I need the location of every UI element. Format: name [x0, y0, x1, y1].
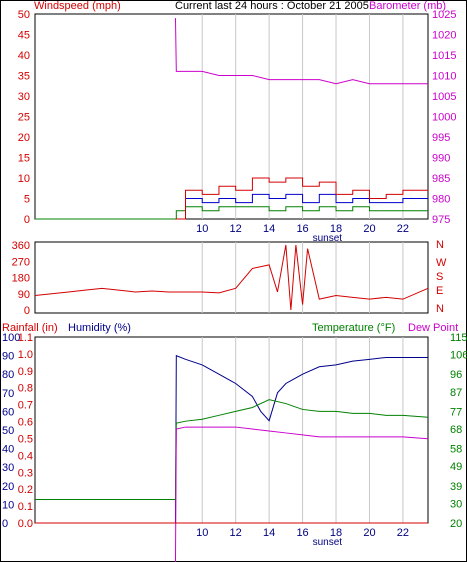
humidity-y-tick-10: 100: [2, 332, 20, 344]
humidity-y-tick-8: 80: [2, 369, 14, 381]
barometer-label: Barometer (mb): [369, 0, 447, 12]
wind-y-tick-5: 25: [18, 112, 30, 124]
humidity-sunset-label: sunset: [313, 537, 343, 548]
dewpoint-label: Dew Point: [408, 322, 459, 334]
temp-y-tick-4: 58: [450, 444, 462, 456]
series-barometer-line: [174, 18, 428, 85]
temp-y-tick-1: 30: [450, 498, 462, 510]
wind-y-tick-0: 0: [24, 214, 30, 226]
rain-y-tick-9: 0.9: [18, 366, 33, 378]
rain-y-tick-3: 0.3: [18, 467, 33, 479]
temp-y-tick-0: 20: [450, 518, 462, 530]
wind-y-tick-7: 35: [18, 71, 30, 83]
wind-x-tick-2: 14: [263, 223, 275, 235]
wind-y-tick-2: 10: [18, 173, 30, 185]
wind-panel-frame: [34, 13, 429, 220]
humidity-y-tick-9: 90: [2, 351, 14, 363]
barometer-y-tick-0: 975: [432, 214, 450, 226]
series-dewpoint-line: [174, 426, 429, 562]
rain-y-tick-1: 0.1: [18, 501, 33, 513]
temp-y-tick-3: 49: [450, 461, 462, 473]
compass-label-0: N: [436, 239, 444, 251]
temp-y-tick-8: 96: [450, 369, 462, 381]
barometer-y-tick-3: 990: [432, 153, 450, 165]
temp-y-tick-6: 77: [450, 406, 462, 418]
wind-x-tick-6: 22: [397, 223, 409, 235]
rain-y-tick-10: 1.0: [18, 349, 33, 361]
direction-y-tick-2: 180: [12, 273, 30, 285]
chart-title: Current last 24 hours : October 21 2005: [175, 0, 369, 12]
temp-y-tick-9: 106: [450, 350, 467, 362]
humidity-y-tick-7: 70: [2, 388, 14, 400]
wind-y-tick-10: 50: [18, 9, 30, 21]
wind-x-tick-3: 16: [296, 223, 308, 235]
wind-sunset-label: sunset: [313, 233, 343, 244]
wind-y-tick-8: 40: [18, 50, 30, 62]
humidity-x-tick-1: 12: [230, 527, 242, 539]
humidity-x-tick-2: 14: [263, 527, 275, 539]
temperature-label: Temperature (°F): [312, 322, 396, 334]
series-gust-line: [175, 193, 428, 220]
wind-y-tick-4: 20: [18, 132, 30, 144]
barometer-y-tick-8: 1015: [432, 50, 456, 62]
wind-x-tick-4: 18: [330, 223, 342, 235]
rain-y-tick-6: 0.6: [18, 417, 33, 429]
series-temperature-line: [35, 399, 429, 501]
wind-y-tick-1: 5: [24, 194, 30, 206]
windspeed-label: Windspeed (mph): [34, 0, 121, 12]
series-direction-line: [34, 244, 429, 311]
humidity-label: Humidity (%): [68, 322, 131, 334]
wind-y-tick-3: 15: [18, 153, 30, 165]
barometer-y-tick-6: 1005: [432, 91, 456, 103]
humidity-y-tick-3: 30: [2, 462, 14, 474]
rain-y-tick-2: 0.2: [18, 484, 33, 496]
barometer-y-tick-4: 995: [432, 132, 450, 144]
rain-y-tick-11: 1.1: [18, 332, 33, 344]
wind-x-tick-1: 12: [230, 223, 242, 235]
direction-y-tick-4: 0: [24, 305, 30, 317]
humidity-x-tick-5: 20: [363, 527, 375, 539]
direction-y-tick-1: 270: [12, 256, 30, 268]
humidity-x-tick-6: 22: [397, 527, 409, 539]
humidity-x-tick-0: 10: [196, 527, 208, 539]
temp-y-tick-7: 87: [450, 387, 462, 399]
temp-y-tick-5: 68: [450, 424, 462, 436]
rain-y-tick-7: 0.7: [18, 400, 33, 412]
humidity-x-tick-3: 16: [296, 527, 308, 539]
wind-x-tick-0: 10: [196, 223, 208, 235]
temp-y-tick-10: 115: [450, 332, 467, 344]
rainfall-label: Rainfall (in): [2, 322, 58, 334]
humidity-y-tick-0: 0: [2, 518, 8, 530]
wind-y-tick-6: 30: [18, 91, 30, 103]
humidity-y-tick-4: 40: [2, 444, 14, 456]
rain-y-tick-5: 0.5: [18, 433, 33, 445]
humidity-y-tick-1: 10: [2, 499, 14, 511]
humidity-y-tick-2: 20: [2, 481, 14, 493]
direction-y-tick-0: 360: [12, 240, 30, 252]
compass-label-2: S: [436, 271, 443, 283]
compass-label-4: N: [436, 303, 444, 315]
compass-label-1: W: [436, 257, 447, 269]
barometer-y-tick-9: 1020: [432, 30, 456, 42]
rain-y-tick-0: 0.0: [18, 518, 33, 530]
humidity-x-tick-4: 18: [330, 527, 342, 539]
wind-x-tick-5: 20: [363, 223, 375, 235]
series-humidity-line: [174, 354, 428, 524]
direction-panel-frame: [34, 241, 429, 314]
barometer-y-tick-7: 1010: [432, 71, 456, 83]
compass-label-3: E: [436, 285, 443, 297]
humidity-y-tick-5: 50: [2, 425, 14, 437]
rain-y-tick-4: 0.4: [18, 450, 33, 462]
temp-y-tick-2: 39: [450, 481, 462, 493]
rain-y-tick-8: 0.8: [18, 383, 33, 395]
wind-y-tick-9: 45: [18, 30, 30, 42]
direction-y-tick-3: 90: [18, 289, 30, 301]
barometer-y-tick-1: 980: [432, 194, 450, 206]
barometer-y-tick-5: 1000: [432, 112, 456, 124]
barometer-y-tick-10: 1025: [432, 9, 456, 21]
humidity-y-tick-6: 60: [2, 406, 14, 418]
barometer-y-tick-2: 985: [432, 173, 450, 185]
series-wind-line: [175, 177, 428, 220]
